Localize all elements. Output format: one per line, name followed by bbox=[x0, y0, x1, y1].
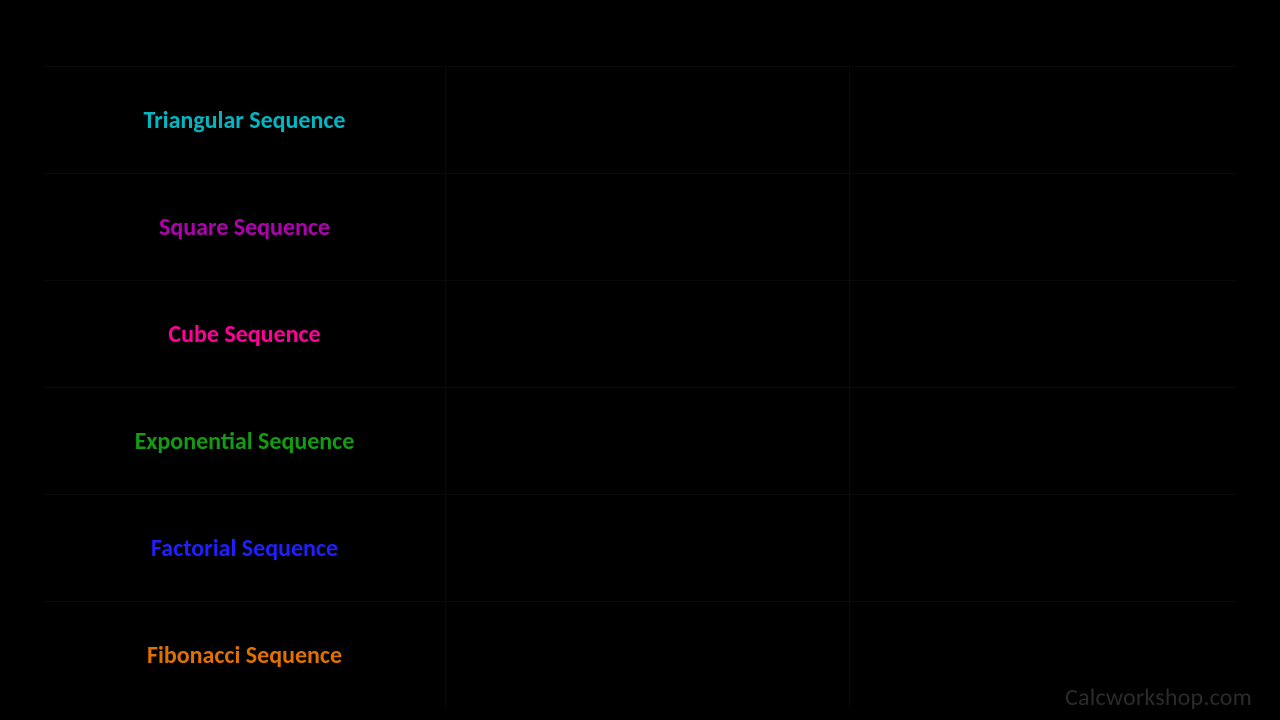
sequence-name: Square Sequence bbox=[44, 174, 446, 280]
sequence-table: Triangular Sequence 1, 3, 6, 10, 15, 21,… bbox=[44, 66, 1236, 708]
sequence-values: 1, 4, 9, 16, 25, 36, ... bbox=[446, 174, 850, 280]
table-row: Square Sequence 1, 4, 9, 16, 25, 36, ...… bbox=[44, 173, 1236, 280]
sequence-values: 1, 2, 6, 24, 120, 720, ... bbox=[446, 495, 850, 601]
sequence-values: 1, 8, 27, 64, 125, ... bbox=[446, 281, 850, 387]
sequence-values: 2, 4, 8, 16, 32, 64, ... bbox=[446, 388, 850, 494]
table-row: Fibonacci Sequence 1, 1, 2, 3, 5, 8, 13,… bbox=[44, 601, 1236, 708]
sequence-formula: n² bbox=[850, 174, 1236, 280]
sequence-formula: n³ bbox=[850, 281, 1236, 387]
sequence-formula: n! bbox=[850, 495, 1236, 601]
sequence-name: Factorial Sequence bbox=[44, 495, 446, 601]
table-row: Triangular Sequence 1, 3, 6, 10, 15, 21,… bbox=[44, 66, 1236, 173]
sequence-values: 1, 3, 6, 10, 15, 21, ... bbox=[446, 67, 850, 173]
watermark-text: Calcworkshop.com bbox=[1065, 683, 1252, 712]
table-row: Cube Sequence 1, 8, 27, 64, 125, ... n³ bbox=[44, 280, 1236, 387]
sequence-formula: rⁿ bbox=[850, 388, 1236, 494]
sequence-name: Cube Sequence bbox=[44, 281, 446, 387]
sequence-values: 1, 1, 2, 3, 5, 8, 13, 21, ... bbox=[446, 602, 850, 708]
sequence-name: Exponential Sequence bbox=[44, 388, 446, 494]
table-row: Exponential Sequence 2, 4, 8, 16, 32, 64… bbox=[44, 387, 1236, 494]
table-row: Factorial Sequence 1, 2, 6, 24, 120, 720… bbox=[44, 494, 1236, 601]
sequence-name: Triangular Sequence bbox=[44, 67, 446, 173]
sequence-formula: n(n+1)/2 bbox=[850, 67, 1236, 173]
sequence-name: Fibonacci Sequence bbox=[44, 602, 446, 708]
